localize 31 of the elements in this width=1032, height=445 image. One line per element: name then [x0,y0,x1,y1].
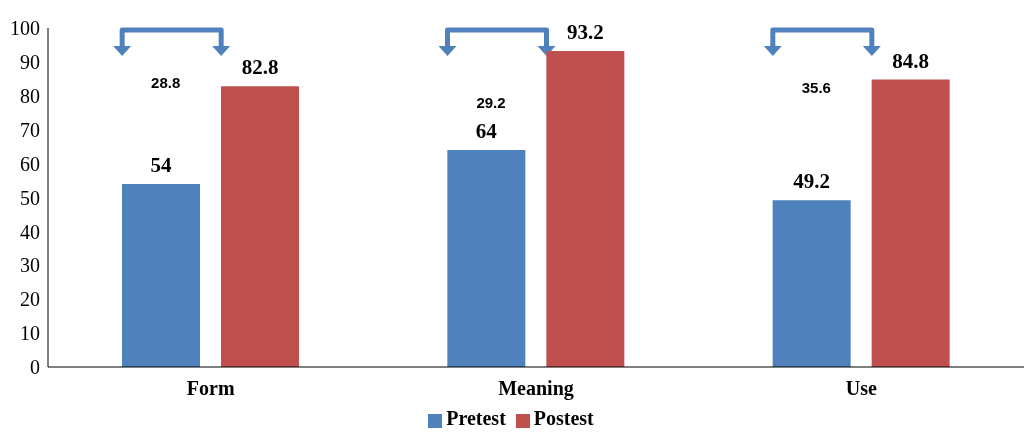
bar [447,150,526,367]
data-label: 84.8 [892,48,930,73]
data-label: 54 [150,152,172,177]
y-tick-label: 80 [20,84,40,107]
y-tick-label: 100 [10,17,40,40]
data-label: 64 [475,119,498,144]
y-tick-label: 30 [20,254,40,277]
bar [871,79,950,367]
y-tick-label: 90 [20,51,40,73]
legend-label: Pretest [446,407,506,429]
bar [546,51,625,367]
y-tick-label: 0 [30,356,40,379]
y-tick-label: 60 [20,152,40,175]
bar [221,86,299,367]
annotation: 29.2 [476,94,506,111]
annotation: 35.6 [801,79,831,96]
data-label: 49.2 [793,169,831,194]
data-label: 82.8 [241,55,279,80]
bar [772,200,851,367]
legend-label: Postest [533,407,594,429]
y-tick-label: 50 [20,186,40,209]
y-tick-label: 70 [20,118,40,141]
bar [122,183,200,367]
data-label: 93.2 [566,20,604,45]
y-tick-label: 10 [20,322,40,345]
y-tick-label: 40 [20,220,40,243]
x-tick-label: Form [186,377,235,400]
x-tick-label: Meaning [498,377,574,401]
annotation: 28.8 [151,74,181,91]
x-tick-label: Use [845,377,878,400]
y-tick-label: 20 [20,288,40,311]
